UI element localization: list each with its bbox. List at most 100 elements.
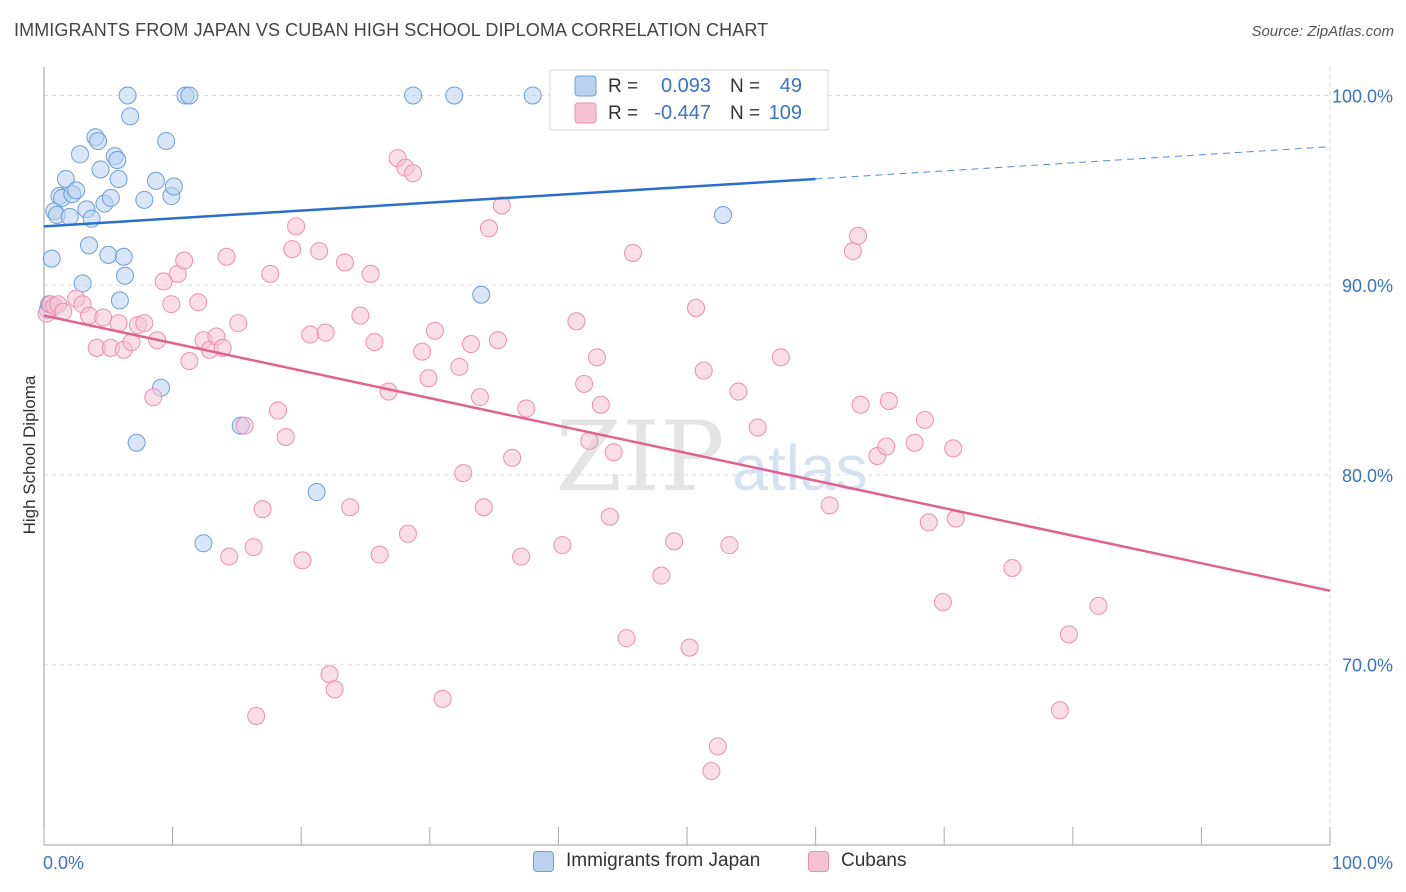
point-japan-31: [135, 190, 154, 209]
r-value-japan: 0.093: [661, 75, 711, 97]
point-cubans-39: [287, 217, 306, 236]
point-cubans-83: [665, 532, 684, 551]
point-cubans-109: [1089, 596, 1108, 615]
watermark-zip: ZIP: [555, 401, 724, 513]
trend-line-cubans: [43, 314, 1331, 592]
point-cubans-92: [771, 348, 790, 367]
point-cubans-73: [567, 312, 586, 331]
point-cubans-31: [235, 416, 254, 435]
point-cubans-43: [316, 323, 335, 342]
point-cubans-56: [404, 164, 423, 183]
point-japan-7: [56, 169, 75, 188]
n-value-japan: 49: [780, 75, 802, 97]
point-cubans-70: [512, 547, 531, 566]
point-japan-20: [99, 245, 118, 264]
point-japan-12: [73, 274, 92, 293]
point-cubans-95: [849, 226, 868, 245]
point-japan-36: [164, 177, 183, 196]
point-cubans-30: [229, 314, 248, 333]
point-cubans-78: [600, 507, 619, 526]
stats-legend-swatch-cubans: [574, 102, 597, 124]
point-cubans-107: [1050, 701, 1069, 720]
point-cubans-108: [1059, 625, 1078, 644]
point-japan-32: [146, 171, 165, 190]
point-cubans-85: [687, 298, 706, 317]
legend-item-japan[interactable]: Immigrants from Japan: [533, 850, 760, 872]
point-cubans-36: [269, 401, 288, 420]
point-cubans-90: [729, 382, 748, 401]
point-cubans-86: [694, 361, 713, 380]
point-cubans-48: [351, 306, 370, 325]
y-tick-label-1: 90.0%: [1342, 276, 1393, 296]
y-tick-label-3: 70.0%: [1342, 656, 1393, 676]
chart-title: IMMIGRANTS FROM JAPAN VS CUBAN HIGH SCHO…: [14, 20, 769, 40]
point-cubans-101: [915, 410, 934, 429]
point-cubans-33: [247, 706, 266, 725]
data-points: [37, 86, 1108, 780]
point-cubans-66: [479, 219, 498, 238]
r-label-cubans: R =: [608, 103, 638, 124]
point-cubans-84: [680, 638, 699, 657]
point-cubans-34: [253, 500, 272, 519]
legend-label-cubans: Cubans: [841, 850, 907, 871]
point-japan-27: [116, 266, 135, 285]
point-japan-39: [194, 534, 213, 553]
point-cubans-69: [503, 448, 522, 467]
point-japan-17: [89, 132, 108, 151]
legend-label-japan: Immigrants from Japan: [566, 850, 761, 871]
y-tick-labels: 100.0% 90.0% 80.0% 70.0%: [1332, 86, 1393, 675]
point-cubans-9: [94, 308, 113, 327]
point-japan-30: [127, 433, 146, 452]
point-cubans-28: [217, 247, 236, 266]
watermark: ZIP atlas: [555, 401, 867, 513]
point-japan-28: [118, 86, 137, 105]
point-cubans-51: [370, 545, 389, 564]
point-japan-44: [472, 285, 491, 304]
point-cubans-41: [301, 325, 320, 344]
point-cubans-15: [135, 314, 154, 333]
point-cubans-88: [708, 737, 727, 756]
point-cubans-71: [517, 399, 536, 418]
point-japan-21: [101, 188, 120, 207]
point-cubans-22: [180, 352, 199, 371]
point-cubans-76: [587, 348, 606, 367]
point-cubans-82: [652, 566, 671, 585]
point-japan-8: [60, 207, 79, 226]
trend-line-japan: [43, 177, 816, 228]
legend-item-cubans[interactable]: Cubans: [808, 850, 907, 872]
point-japan-25: [110, 291, 129, 310]
series-legend: Immigrants from Japan Cubans: [0, 850, 1406, 880]
point-japan-48: [714, 206, 733, 225]
stats-legend: R = 0.093 N = 49 R = -0.447 N = 109: [549, 69, 829, 131]
point-japan-38: [180, 86, 199, 105]
point-cubans-104: [944, 439, 963, 458]
point-cubans-91: [748, 418, 767, 437]
point-cubans-50: [365, 333, 384, 352]
point-japan-43: [445, 86, 464, 105]
source-label: Source: ZipAtlas.com: [1251, 23, 1394, 40]
y-tick-label-0: 100.0%: [1332, 86, 1393, 106]
point-cubans-16: [144, 388, 163, 407]
point-cubans-45: [325, 680, 344, 699]
point-cubans-98: [877, 437, 896, 456]
point-japan-23: [108, 150, 127, 169]
point-cubans-93: [820, 496, 839, 515]
point-japan-24: [109, 169, 128, 188]
point-cubans-21: [175, 251, 194, 270]
point-cubans-46: [335, 253, 354, 272]
point-cubans-49: [361, 264, 380, 283]
point-japan-10: [67, 181, 86, 200]
point-cubans-106: [1003, 558, 1022, 577]
point-japan-2: [42, 249, 61, 268]
n-label-japan: N =: [730, 76, 760, 97]
point-cubans-79: [604, 443, 623, 462]
point-cubans-100: [905, 433, 924, 452]
legend-swatch-japan: [533, 850, 554, 872]
point-cubans-102: [919, 513, 938, 532]
point-cubans-18: [154, 272, 173, 291]
point-cubans-64: [470, 388, 489, 407]
point-cubans-80: [617, 629, 636, 648]
point-cubans-57: [413, 342, 432, 361]
point-japan-26: [114, 247, 133, 266]
point-cubans-87: [702, 761, 721, 780]
